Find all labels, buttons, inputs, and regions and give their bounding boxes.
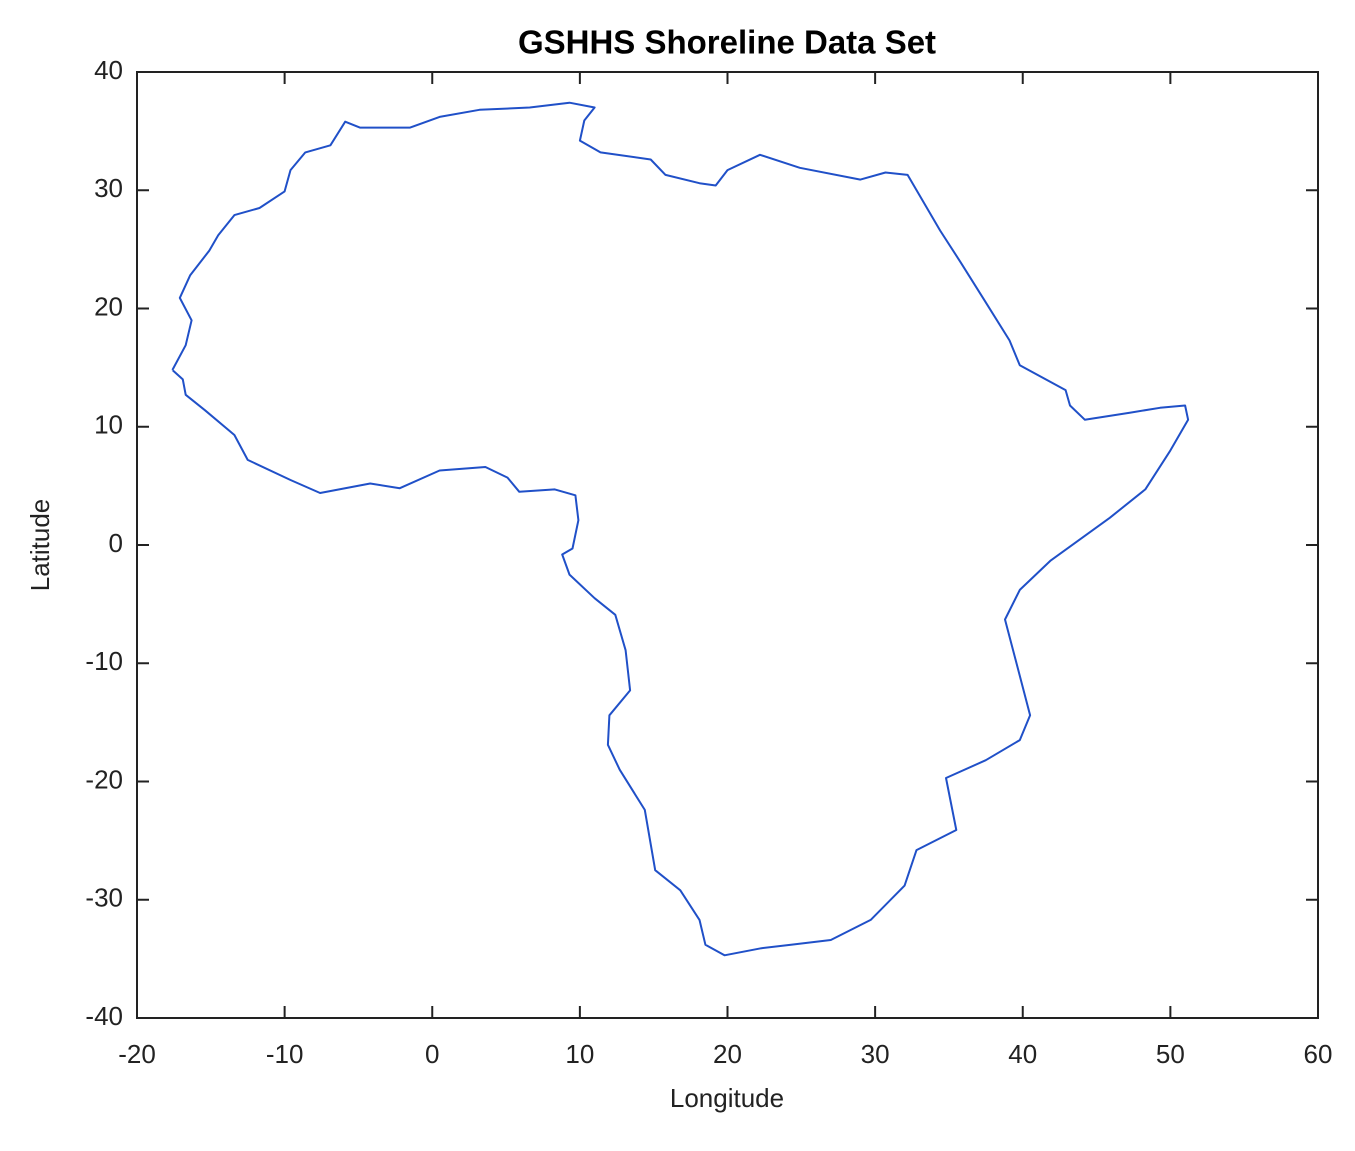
y-tick-label: -20 xyxy=(85,764,123,794)
y-tick-label: -10 xyxy=(85,646,123,676)
x-tick-label: 0 xyxy=(425,1039,439,1069)
x-tick-label: 60 xyxy=(1304,1039,1333,1069)
x-tick-label: -20 xyxy=(118,1039,156,1069)
x-tick-label: 20 xyxy=(713,1039,742,1069)
x-tick-label: 50 xyxy=(1156,1039,1185,1069)
x-tick-label: 40 xyxy=(1008,1039,1037,1069)
y-tick-label: -30 xyxy=(85,883,123,913)
y-tick-label: 0 xyxy=(109,528,123,558)
x-tick-label: 10 xyxy=(565,1039,594,1069)
shoreline xyxy=(171,101,1190,957)
chart-title: GSHHS Shoreline Data Set xyxy=(518,24,936,61)
x-tick-label: -10 xyxy=(266,1039,304,1069)
y-tick-label: 10 xyxy=(94,410,123,440)
y-tick-label: 20 xyxy=(94,291,123,321)
y-tick-label: 40 xyxy=(94,55,123,85)
x-axis-label: Longitude xyxy=(670,1083,784,1113)
y-tick-label: 30 xyxy=(94,173,123,203)
y-axis-label: Latitude xyxy=(25,499,55,592)
x-tick-label: 30 xyxy=(861,1039,890,1069)
y-tick-label: -40 xyxy=(85,1001,123,1031)
plot-frame xyxy=(136,71,1319,1019)
